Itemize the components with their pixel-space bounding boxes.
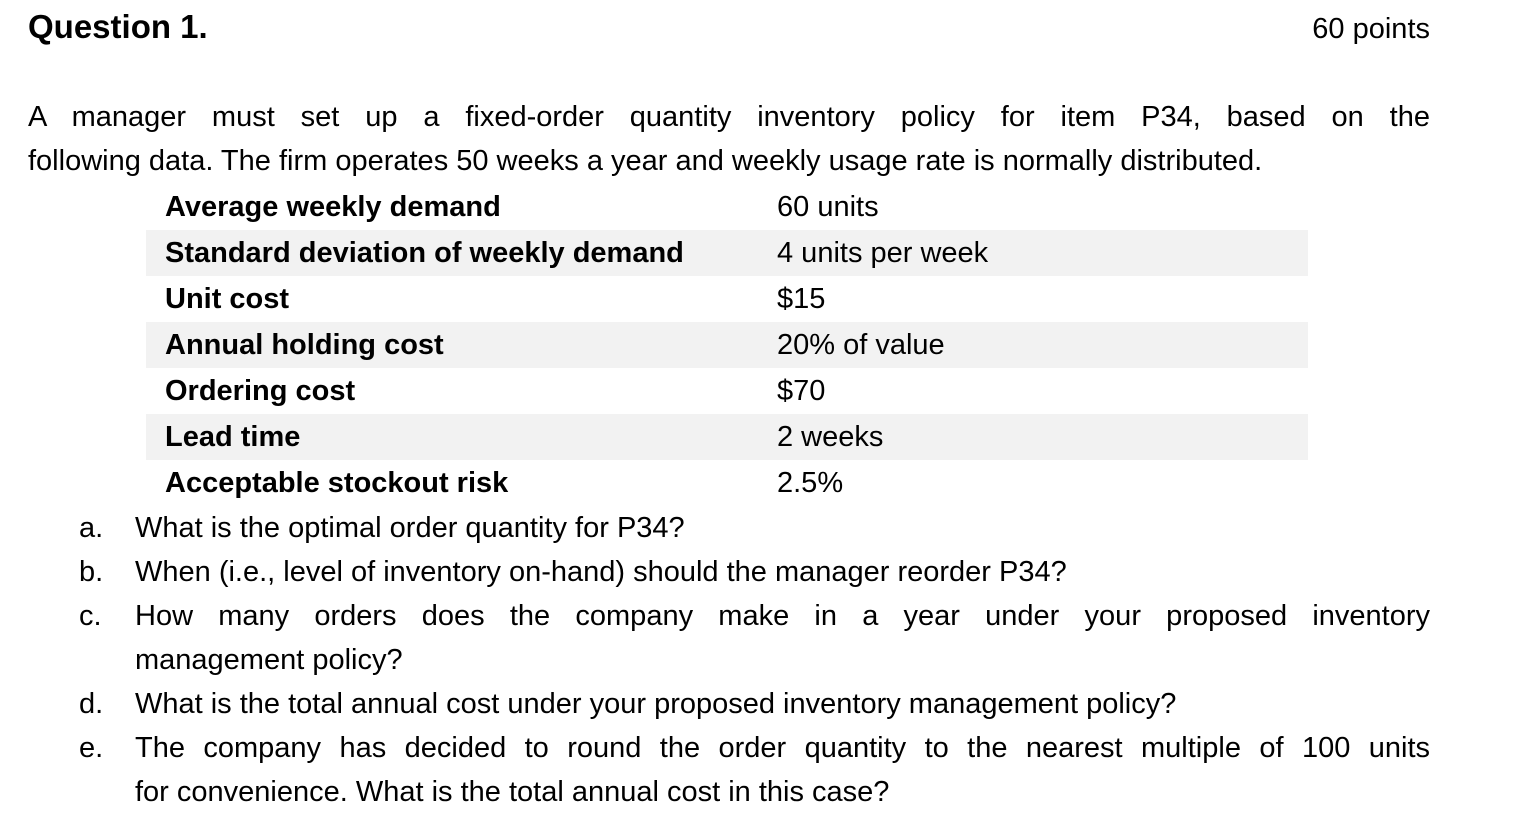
list-item-a: a. What is the optimal order quantity fo… (79, 506, 1430, 550)
list-marker: c. (79, 600, 102, 632)
question-line: How many orders does the company make in… (135, 600, 1430, 632)
list-item-c: c. How many orders does the company make… (79, 594, 1430, 682)
question-title: Question 1. (28, 8, 208, 45)
list-item-text: The company has decided to round the ord… (135, 726, 1430, 814)
table-row: Annual holding cost 20% of value (146, 322, 1308, 368)
row-label: Lead time (165, 421, 301, 453)
inventory-data-table: Average weekly demand 60 units Standard … (146, 184, 1308, 506)
intro-paragraph: A manager must set up a fixed-order quan… (28, 95, 1430, 183)
table-row: Ordering cost $70 (146, 368, 1308, 414)
table-row: Acceptable stockout risk 2.5% (146, 460, 1308, 506)
row-value: $15 (777, 283, 826, 315)
question-line: When (i.e., level of inventory on-hand) … (135, 556, 1067, 588)
table-row: Unit cost $15 (146, 276, 1308, 322)
row-value: 2.5% (777, 467, 844, 499)
list-marker: e. (79, 732, 104, 764)
list-item-d: d. What is the total annual cost under y… (79, 682, 1430, 726)
list-item-b: b. When (i.e., level of inventory on-han… (79, 550, 1430, 594)
intro-line-1: A manager must set up a fixed-order quan… (28, 101, 1430, 133)
question-line: The company has decided to round the ord… (135, 732, 1430, 764)
question-list: a. What is the optimal order quantity fo… (79, 506, 1430, 814)
row-value: 4 units per week (777, 237, 989, 269)
row-label: Average weekly demand (165, 191, 501, 223)
table-row: Standard deviation of weekly demand 4 un… (146, 230, 1308, 276)
question-line: What is the total annual cost under your… (135, 688, 1177, 720)
row-label: Acceptable stockout risk (165, 467, 509, 499)
table-row: Lead time 2 weeks (146, 414, 1308, 460)
question-line: for convenience. What is the total annua… (135, 776, 890, 808)
list-item-text: When (i.e., level of inventory on-hand) … (135, 550, 1430, 594)
row-label: Standard deviation of weekly demand (165, 237, 684, 269)
question-line: What is the optimal order quantity for P… (135, 512, 685, 544)
row-value: $70 (777, 375, 826, 407)
row-label: Annual holding cost (165, 329, 444, 361)
row-value: 2 weeks (777, 421, 884, 453)
row-value: 20% of value (777, 329, 945, 361)
row-value: 60 units (777, 191, 879, 223)
intro-line-2: following data. The firm operates 50 wee… (28, 145, 1263, 177)
list-item-text: What is the total annual cost under your… (135, 682, 1430, 726)
list-marker: d. (79, 688, 104, 720)
question-line: management policy? (135, 644, 403, 676)
table-row: Average weekly demand 60 units (146, 184, 1308, 230)
list-marker: a. (79, 512, 104, 544)
list-item-e: e. The company has decided to round the … (79, 726, 1430, 814)
question-header: Question 1. 60 points (28, 4, 1430, 52)
list-marker: b. (79, 556, 104, 588)
row-label: Unit cost (165, 283, 290, 315)
row-label: Ordering cost (165, 375, 356, 407)
list-item-text: How many orders does the company make in… (135, 594, 1430, 682)
points-label: 60 points (1312, 13, 1430, 45)
list-item-text: What is the optimal order quantity for P… (135, 506, 1430, 550)
